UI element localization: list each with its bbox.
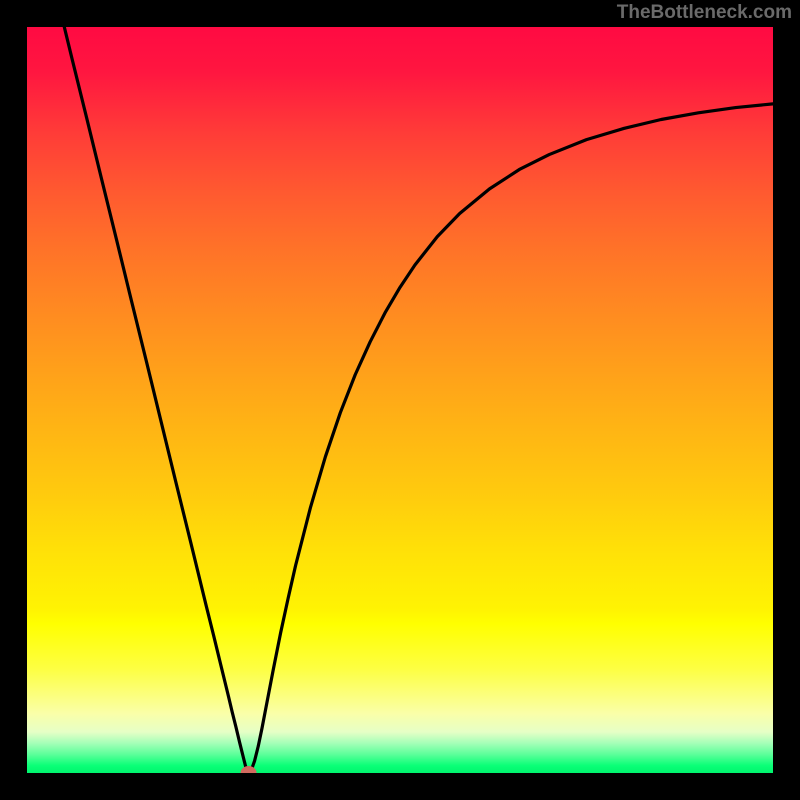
plot-area <box>27 27 773 773</box>
optimal-point-marker <box>241 766 257 773</box>
chart-container: TheBottleneck.com <box>0 0 800 800</box>
curve-layer <box>27 27 773 773</box>
bottleneck-curve <box>64 27 773 773</box>
watermark-text: TheBottleneck.com <box>617 2 792 24</box>
